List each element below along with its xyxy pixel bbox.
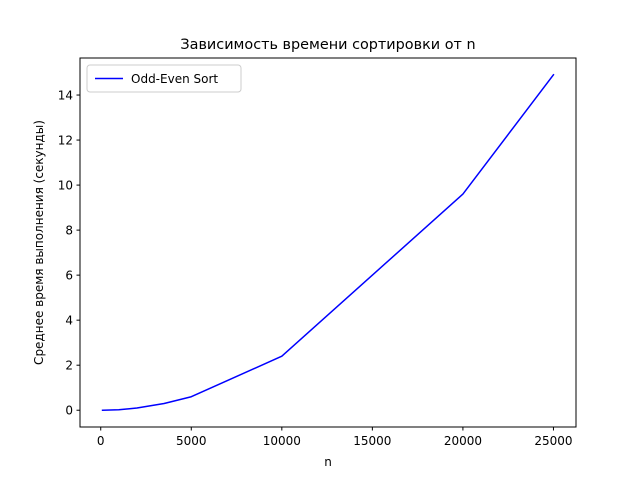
x-axis-ticks: 0 5000 10000 15000 20000 25000 [97, 427, 573, 448]
y-tick-label: 10 [58, 179, 73, 193]
y-axis-ticks: 0 2 4 6 8 10 12 14 [58, 89, 80, 418]
legend-label-odd-even-sort: Odd-Even Sort [131, 72, 218, 86]
x-tick-label: 25000 [534, 434, 572, 448]
series-line-odd-even-sort [101, 73, 555, 412]
y-axis-label: Среднее время выполнения (секунды) [32, 120, 46, 365]
y-tick-label: 8 [65, 224, 73, 238]
y-tick-label: 0 [65, 404, 73, 418]
axes-background [80, 58, 576, 427]
x-tick-label: 5000 [176, 434, 207, 448]
chart-title: Зависимость времени сортировки от n [180, 37, 475, 53]
legend: Odd-Even Sort [86, 64, 242, 93]
x-tick-label: 15000 [353, 434, 391, 448]
legend-box [86, 64, 242, 93]
plot-area [79, 57, 577, 428]
y-tick-label: 12 [58, 134, 73, 148]
x-tick-label: 10000 [263, 434, 301, 448]
y-tick-label: 6 [65, 269, 73, 283]
y-tick-label: 2 [65, 359, 73, 373]
y-tick-label: 14 [58, 89, 73, 103]
x-tick-label: 0 [97, 434, 105, 448]
series-layer [101, 73, 555, 412]
axes-frame [79, 57, 577, 428]
x-axis-label: n [324, 455, 332, 469]
y-tick-label: 4 [65, 314, 73, 328]
x-tick-label: 20000 [444, 434, 482, 448]
